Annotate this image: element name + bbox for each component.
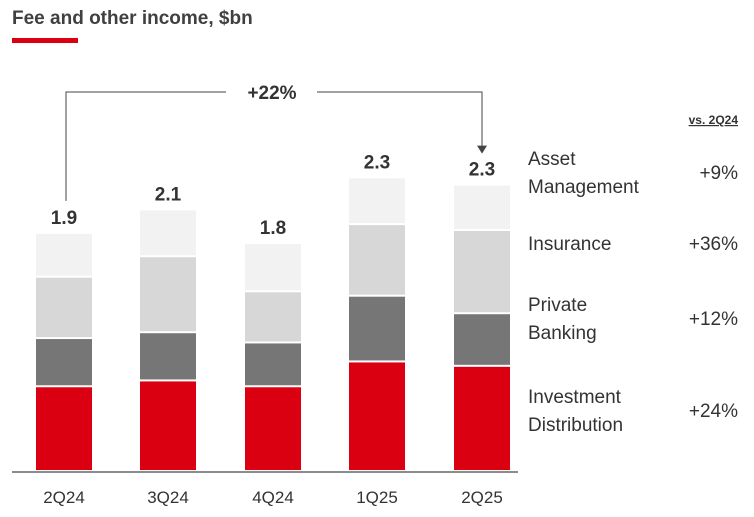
legend-label: Insurance: [528, 234, 611, 255]
bar-segment-4q24-investment-distribution: [245, 387, 301, 470]
legend-change-value: +36%: [689, 234, 738, 255]
bar-segment-2q24-insurance: [36, 277, 92, 338]
bar-segment-2q24-asset-management: [36, 233, 92, 276]
bar-segment-1q25-private-banking: [349, 296, 405, 361]
bar-segment-2q25-asset-management: [454, 185, 510, 229]
bar-segment-2q24-investment-distribution: [36, 387, 92, 470]
growth-label: +22%: [247, 83, 296, 104]
legend-label: Investment Distribution: [528, 387, 623, 436]
x-tick-label: 3Q24: [147, 488, 189, 507]
x-tick-label: 4Q24: [252, 488, 294, 507]
legend-label: Asset Management: [528, 149, 640, 198]
bar-segment-3q24-investment-distribution: [140, 381, 196, 470]
bar-segment-2q25-private-banking: [454, 314, 510, 365]
bar-segment-4q24-asset-management: [245, 244, 301, 291]
legend-change-value: +9%: [699, 163, 738, 184]
bar-segment-3q24-asset-management: [140, 210, 196, 256]
bar-segment-2q25-investment-distribution: [454, 366, 510, 470]
legend-change-value: +12%: [689, 309, 738, 330]
bar-segment-3q24-private-banking: [140, 333, 196, 380]
bar-total-label: 1.8: [260, 218, 286, 239]
bar-segment-4q24-private-banking: [245, 343, 301, 386]
bar-total-label: 2.1: [155, 185, 182, 206]
legend-change-value: +24%: [689, 401, 738, 422]
bar-total-label: 2.3: [469, 160, 495, 181]
bar-total-label: 1.9: [51, 208, 77, 229]
title-underline: [12, 38, 78, 43]
growth-arrowhead: [477, 145, 487, 154]
bar-total-label: 2.3: [364, 152, 390, 173]
bar-segment-4q24-insurance: [245, 292, 301, 342]
bar-segment-1q25-asset-management: [349, 178, 405, 224]
bar-segment-2q25-insurance: [454, 230, 510, 313]
growth-bracket-left: [65, 91, 226, 201]
legend-label: Private Banking: [528, 295, 597, 344]
bar-segment-1q25-investment-distribution: [349, 362, 405, 470]
x-tick-label: 1Q25: [356, 488, 398, 507]
x-tick-label: 2Q25: [461, 488, 503, 507]
legend-header: vs. 2Q24: [689, 113, 739, 127]
bar-segment-3q24-insurance: [140, 257, 196, 332]
growth-bracket-right: [317, 91, 483, 148]
x-tick-label: 2Q24: [43, 488, 85, 507]
bar-segment-2q24-private-banking: [36, 339, 92, 386]
bar-segment-1q25-insurance: [349, 225, 405, 295]
chart-title: Fee and other income, $bn: [12, 8, 253, 29]
